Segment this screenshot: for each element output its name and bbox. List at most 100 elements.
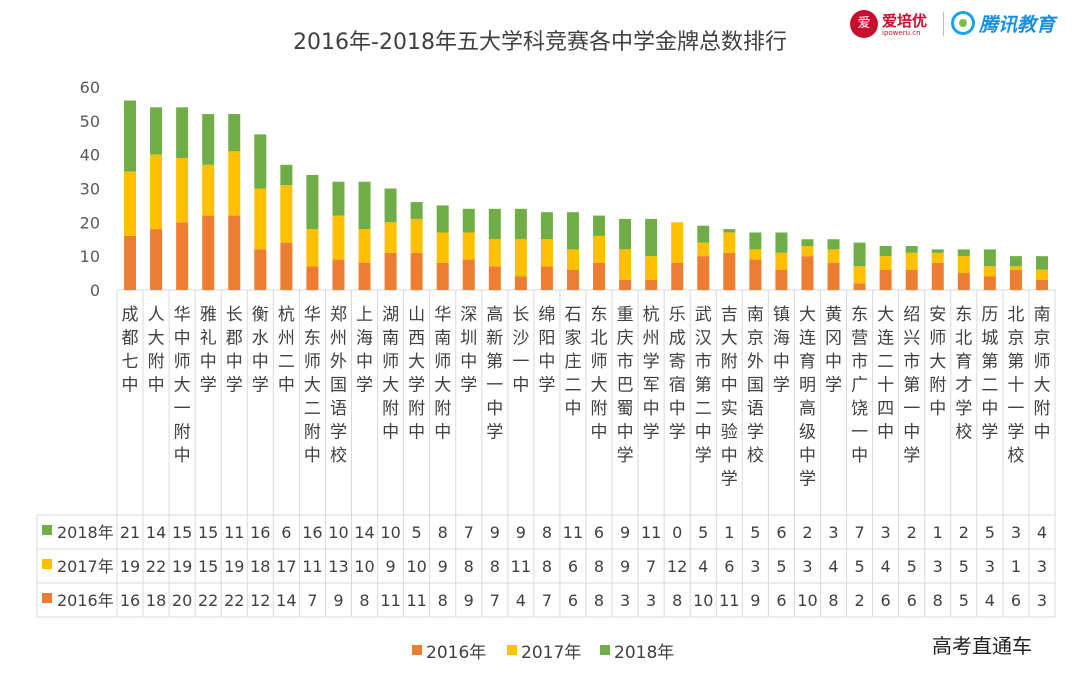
table-value: 7 [646,557,656,576]
bar-segment [332,181,345,216]
bar-segment [358,181,371,230]
table-value: 4 [828,557,838,576]
table-value: 16 [250,523,270,542]
table-value: 7 [854,523,864,542]
category-label: 人大附中 [148,305,165,396]
table-value: 9 [620,523,630,542]
category-label: 长沙一中 [512,305,529,396]
table-value: 8 [464,557,474,576]
table-value: 3 [1011,523,1021,542]
bar-segment [410,252,423,290]
bar-segment [801,246,814,257]
bar-segment [202,215,215,290]
category-label: 上海中学 [356,305,373,396]
bar-segment [514,276,527,290]
table-value: 11 [380,591,400,610]
table-value: 3 [802,557,812,576]
table-value: 11 [406,591,426,610]
bar-segment [306,266,319,290]
bar-segment [228,151,241,216]
bar-segment [801,239,814,247]
category-label: 黄冈中学 [825,305,842,396]
category-label: 郑州外国语学校 [330,305,347,466]
bar-segment [150,154,163,230]
table-value: 19 [172,557,192,576]
category-label: 吉大附中实验中学 [721,305,738,490]
y-tick-label: 10 [80,247,100,266]
table-value: 6 [281,523,291,542]
bar-segment [410,202,423,219]
table-value: 11 [641,523,661,542]
table-value: 18 [250,557,270,576]
table-value: 3 [881,523,891,542]
table-value: 3 [620,591,630,610]
bar-segment [566,212,579,250]
table-value: 9 [464,591,474,610]
table-value: 11 [511,557,531,576]
bar-segment [749,249,762,260]
bar-segment [228,114,241,152]
y-tick-label: 50 [80,112,100,131]
category-label: 南京师大附中 [1033,305,1050,443]
y-tick-label: 60 [80,78,100,97]
table-value: 1 [724,523,734,542]
table-value: 9 [516,523,526,542]
table-row-label: 2017年 [57,557,114,576]
bar-segment [540,266,553,290]
bar-segment [905,246,918,253]
bar-segment [176,158,189,223]
table-value: 5 [698,523,708,542]
bar-segment [957,273,970,290]
category-label: 绵阳中学 [538,305,555,396]
table-value: 8 [438,591,448,610]
table-legend-swatch [42,593,52,603]
bar-segment [488,266,501,290]
table-value: 15 [198,557,218,576]
table-value: 3 [828,523,838,542]
table-value: 9 [385,557,395,576]
table-value: 11 [302,557,322,576]
chart-title: 2016年-2018年五大学科竞赛各中学金牌总数排行 [293,30,787,55]
bar-segment [905,252,918,270]
bar-segment [124,171,137,236]
table-legend-swatch [42,525,52,535]
bar-segment [462,259,475,290]
category-label: 历城第二中学 [981,305,998,443]
bar-segment [983,249,996,267]
table-value: 8 [359,591,369,610]
table-value: 3 [933,557,943,576]
table-value: 8 [933,591,943,610]
bar-segment [332,215,345,260]
category-label: 雅礼中学 [200,305,217,396]
table-value: 7 [542,591,552,610]
bar-segment [254,188,267,250]
bar-segment [957,256,970,274]
table-value: 2 [802,523,812,542]
bar-segment [593,215,606,236]
bar-segment [540,239,553,267]
bar-segment [931,252,944,263]
bar-segment [827,239,840,250]
bar-segment [983,266,996,277]
category-label: 华中师大一附中 [174,305,191,466]
category-label: 成都七中 [122,305,139,396]
bar-segment [1009,269,1022,290]
table-value: 8 [594,591,604,610]
bar-segment [332,259,345,290]
category-label: 乐成寄宿中学 [669,305,686,443]
bar-segment [384,222,397,253]
table-value: 9 [490,523,500,542]
table-value: 9 [333,591,343,610]
bar-segment [749,232,762,250]
bar-segment [1035,256,1048,270]
table-value: 9 [750,591,760,610]
bar-segment [176,107,189,159]
legend-label-2018: 2018年 [614,643,675,663]
table-value: 5 [412,523,422,542]
bar-segment [931,249,944,253]
bar-segment [176,222,189,290]
table-value: 4 [698,557,708,576]
bar-segment [619,279,632,290]
table-value: 8 [438,523,448,542]
bar-segment [566,249,579,270]
